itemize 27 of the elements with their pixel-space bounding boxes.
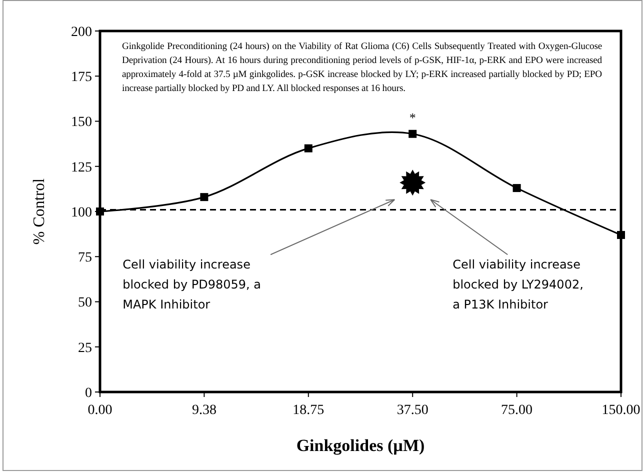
- x-tick-label: 150.00: [602, 403, 640, 418]
- x-axis-title: Ginkgolides (µM): [296, 436, 425, 455]
- point: [304, 144, 312, 152]
- y-tick-label: 25: [78, 340, 92, 356]
- y-tick-label: 0: [85, 386, 92, 401]
- point: [200, 193, 208, 202]
- annotation: Cell viability increase blocked by PD98059, a MAPK Inhibitor: [122, 258, 262, 312]
- point: [400, 170, 426, 196]
- x-tick-label: 0.00: [88, 403, 112, 418]
- annotation: Cell viability increase blocked by LY294002, a P13K Inhibitor: [452, 258, 584, 312]
- y-tick-label: 50: [78, 296, 92, 311]
- y-tick-label: 175: [71, 70, 92, 86]
- x-tick-label: 18.75: [292, 403, 324, 418]
- y-tick-label: 100: [71, 205, 92, 220]
- annotation: *: [409, 110, 416, 125]
- y-tick-label: 150: [71, 115, 92, 130]
- point: [408, 130, 417, 138]
- x-tick-label: 75.00: [501, 403, 533, 418]
- x-tick-label: 9.38: [192, 403, 216, 418]
- annotation: Ginkgolide Preconditioning (24 hours) on the Viability of Rat Glioma (C6) Cells Subsequently Treated with Oxygen-Glucose Deprivation (24 Hours). At 16 hours during preconditioning period levels of p-GSK, HIF-1α, p-ERK and EPO were increased approximately 4-fold at 37.5 µM ginkgolides. p-GSK increase blocked by LY; p-ERK increased partially blocked by PD; EPO increase partially blocked by PD and LY. All blocked responses at 16 hours.: [122, 40, 602, 96]
- point: [512, 184, 521, 192]
- y-tick-label: 200: [71, 24, 92, 40]
- y-axis-title: % Control: [31, 178, 48, 245]
- y-tick-label: 125: [71, 160, 92, 176]
- y-tick-label: 75: [78, 250, 92, 266]
- point: [617, 230, 625, 239]
- x-tick-label: 37.50: [396, 403, 428, 418]
